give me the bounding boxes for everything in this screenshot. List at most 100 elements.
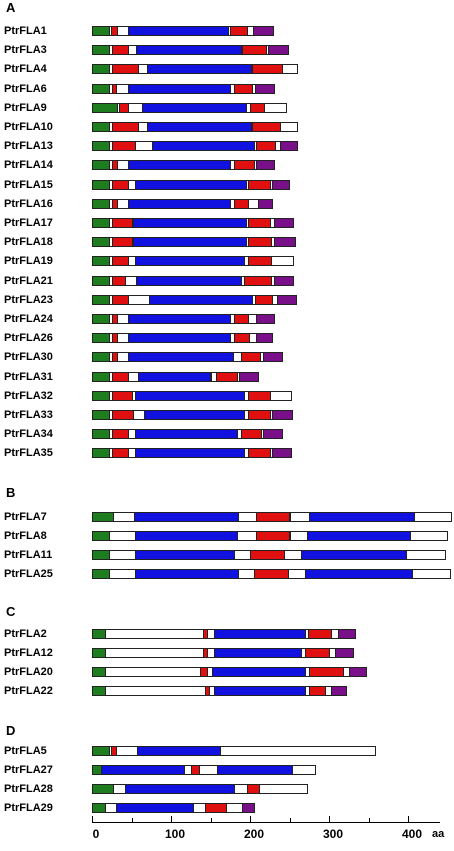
- aga-domain: [240, 429, 263, 440]
- fas1-domain: [133, 218, 248, 228]
- fas1-domain: [306, 531, 411, 541]
- aga-domain: [234, 198, 250, 209]
- x-axis-minor-tick: [289, 818, 291, 822]
- gene-label: PtrFLA28: [4, 783, 53, 795]
- x-axis-line: [92, 822, 440, 823]
- aga-domain: [111, 256, 129, 267]
- x-axis-unit-label: aa: [432, 828, 445, 840]
- aga-domain: [250, 550, 285, 560]
- aga-domain: [250, 102, 266, 113]
- unassigned-region: [234, 784, 248, 794]
- gpi-anchor-domain: [255, 333, 274, 344]
- gene-label: PtrFLA35: [4, 447, 53, 460]
- fas1-domain: [135, 569, 240, 579]
- unassigned-region: [264, 102, 287, 113]
- gpi-anchor-domain: [255, 314, 275, 324]
- gene-label: PtrFLA24: [4, 313, 53, 325]
- gene-label: PtrFLA13: [4, 140, 53, 153]
- signal-peptide-domain: [92, 45, 111, 56]
- gpi-anchor-domain: [272, 410, 293, 420]
- x-axis-minor-tick: [368, 818, 370, 822]
- aga-domain: [111, 141, 137, 152]
- x-axis-tick: [171, 816, 172, 823]
- unassigned-region: [234, 550, 251, 560]
- aga-domain: [243, 275, 272, 286]
- aga-domain: [111, 390, 133, 401]
- aga-domain: [111, 410, 135, 420]
- signal-peptide-domain: [92, 784, 115, 794]
- aga-domain: [305, 648, 330, 658]
- unassigned-region: [291, 765, 316, 775]
- gene-label: PtrFLA22: [4, 685, 53, 697]
- unassigned-region: [405, 550, 447, 560]
- aga-domain: [253, 569, 289, 579]
- gpi-anchor-domain: [348, 667, 368, 677]
- aga-domain: [254, 294, 274, 305]
- fas1-domain: [127, 352, 234, 363]
- fas1-domain: [148, 294, 254, 305]
- aga-domain: [216, 371, 238, 382]
- unassigned-region: [105, 648, 204, 658]
- aga-domain: [242, 45, 267, 56]
- fas1-domain: [214, 686, 307, 696]
- fas1-domain: [136, 45, 242, 56]
- unassigned-region: [259, 784, 308, 794]
- gpi-anchor-domain: [242, 803, 255, 813]
- fas1-domain: [101, 765, 186, 775]
- aga-domain: [234, 83, 254, 94]
- unassigned-region: [271, 256, 294, 267]
- unassigned-region: [105, 629, 204, 639]
- x-axis-tick-label: 0: [92, 827, 100, 841]
- gene-label: PtrFLA3: [4, 44, 47, 57]
- aga-domain: [256, 531, 291, 541]
- gpi-anchor-domain: [257, 198, 274, 209]
- gene-label: PtrFLA31: [4, 370, 53, 383]
- fas1-domain: [137, 746, 221, 756]
- fas1-domain: [127, 26, 229, 36]
- signal-peptide-domain: [92, 314, 111, 324]
- unassigned-region: [219, 746, 376, 756]
- gene-label: PtrFLA14: [4, 159, 53, 172]
- gene-label: PtrFLA21: [4, 274, 53, 287]
- gpi-anchor-domain: [256, 160, 275, 171]
- gene-label: PtrFLA17: [4, 217, 53, 229]
- gene-label: PtrFLA10: [4, 121, 53, 133]
- gene-label: PtrFLA7: [4, 511, 47, 523]
- fas1-domain: [135, 179, 248, 190]
- unassigned-region: [198, 765, 218, 775]
- gene-label: PtrFLA33: [4, 409, 53, 421]
- x-axis-tick-label: 400: [401, 827, 423, 841]
- gene-label: PtrFLA26: [4, 332, 53, 345]
- fas1-domain: [214, 648, 303, 658]
- fas1-domain: [216, 765, 293, 775]
- signal-peptide-domain: [92, 550, 111, 560]
- fas1-domain: [133, 512, 240, 522]
- fas1-domain: [136, 275, 242, 286]
- aga-domain: [204, 803, 228, 813]
- fas1-domain: [127, 160, 232, 171]
- aga-domain: [111, 122, 139, 132]
- gpi-anchor-domain: [272, 179, 291, 190]
- aga-domain: [255, 512, 291, 522]
- x-axis-tick-label: 200: [243, 827, 265, 841]
- aga-domain: [248, 218, 271, 228]
- unassigned-region: [289, 531, 308, 541]
- x-axis-minor-tick: [131, 818, 133, 822]
- fas1-domain: [212, 667, 307, 677]
- signal-peptide-domain: [92, 667, 107, 677]
- fas1-domain: [135, 531, 238, 541]
- unassigned-region: [289, 512, 311, 522]
- unassigned-region: [127, 102, 143, 113]
- unassigned-region: [109, 531, 137, 541]
- fas1-domain: [305, 569, 413, 579]
- aga-domain: [248, 237, 273, 248]
- gene-label: PtrFLA27: [4, 764, 53, 776]
- signal-peptide-domain: [92, 371, 111, 382]
- gene-label: PtrFLA18: [4, 236, 53, 249]
- aga-domain: [230, 26, 248, 36]
- signal-peptide-domain: [92, 569, 111, 579]
- gene-label: PtrFLA34: [4, 428, 53, 441]
- unassigned-region: [411, 569, 451, 579]
- fas1-domain: [144, 410, 246, 420]
